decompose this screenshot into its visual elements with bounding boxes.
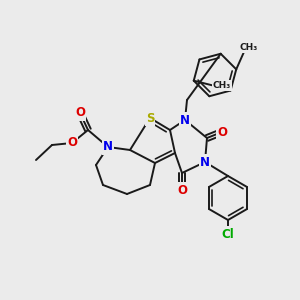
Text: O: O: [217, 125, 227, 139]
Text: Cl: Cl: [222, 227, 234, 241]
Text: O: O: [177, 184, 187, 196]
Text: O: O: [75, 106, 85, 119]
Text: N: N: [200, 155, 210, 169]
Text: N: N: [180, 113, 190, 127]
Text: S: S: [146, 112, 154, 124]
Text: CH₃: CH₃: [213, 81, 231, 90]
Text: CH₃: CH₃: [239, 43, 257, 52]
Text: O: O: [67, 136, 77, 149]
Text: N: N: [103, 140, 113, 154]
